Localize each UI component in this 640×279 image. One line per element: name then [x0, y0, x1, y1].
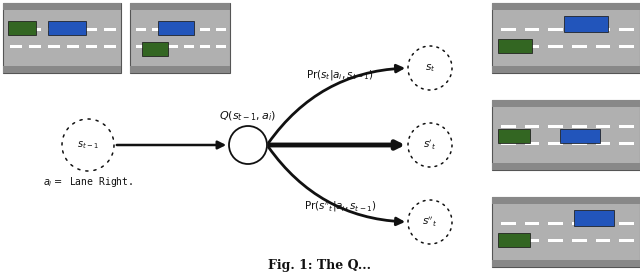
Bar [596, 239, 611, 242]
Bar [152, 45, 162, 48]
Bar [3, 3, 121, 10]
Bar [501, 142, 516, 145]
Bar [3, 66, 121, 73]
Bar [572, 28, 587, 31]
Bar [501, 28, 516, 31]
Bar [574, 210, 614, 226]
Bar [8, 20, 36, 35]
Bar [620, 239, 634, 242]
Bar [596, 28, 611, 31]
Bar [498, 39, 532, 53]
Bar [501, 45, 516, 48]
Bar [10, 45, 22, 48]
Bar [572, 239, 587, 242]
Bar [67, 45, 79, 48]
Bar [498, 234, 530, 247]
Bar [492, 100, 640, 107]
Bar [136, 28, 146, 31]
Bar [498, 129, 530, 143]
Bar [492, 197, 640, 267]
Circle shape [408, 46, 452, 90]
Bar [492, 3, 640, 10]
Text: Fig. 1: The Q...: Fig. 1: The Q... [269, 259, 371, 272]
Bar [10, 28, 22, 31]
Bar [596, 222, 611, 225]
Bar [168, 45, 178, 48]
Bar [572, 125, 587, 128]
Text: $s'_t$: $s'_t$ [423, 138, 436, 152]
Text: $s_t$: $s_t$ [425, 62, 435, 74]
Bar [142, 42, 168, 56]
Bar [492, 163, 640, 170]
Bar [184, 45, 194, 48]
Text: $s''_t$: $s''_t$ [422, 215, 438, 229]
Bar [48, 28, 60, 31]
Bar [200, 28, 210, 31]
Bar [596, 125, 611, 128]
Bar [29, 45, 41, 48]
Bar [48, 45, 60, 48]
Bar [548, 125, 563, 128]
Bar [620, 142, 634, 145]
Bar [620, 28, 634, 31]
Bar [216, 45, 226, 48]
Circle shape [408, 123, 452, 167]
Bar [501, 125, 516, 128]
Text: $\Pr(s''_t|a_i, s_{t-1})$: $\Pr(s''_t|a_i, s_{t-1})$ [303, 200, 376, 214]
Bar [548, 239, 563, 242]
Bar [29, 28, 41, 31]
Bar [501, 222, 516, 225]
Bar [620, 45, 634, 48]
Bar [492, 66, 640, 73]
Bar [560, 129, 600, 143]
Bar [572, 45, 587, 48]
Text: $s_{t-1}$: $s_{t-1}$ [77, 139, 99, 151]
Bar [596, 45, 611, 48]
Bar [3, 3, 121, 73]
Bar [86, 45, 97, 48]
Bar [104, 45, 116, 48]
Text: $\Pr(s_t|a_i, s_{t-1})$: $\Pr(s_t|a_i, s_{t-1})$ [306, 68, 374, 82]
Bar [596, 142, 611, 145]
Bar [492, 260, 640, 267]
Text: $a_i =$ Lane Right.: $a_i =$ Lane Right. [43, 175, 133, 189]
Bar [130, 3, 230, 73]
Bar [620, 125, 634, 128]
Bar [184, 28, 194, 31]
Bar [548, 28, 563, 31]
Bar [168, 28, 178, 31]
Bar [525, 125, 540, 128]
Bar [104, 28, 116, 31]
Bar [130, 66, 230, 73]
Bar [136, 45, 146, 48]
Bar [130, 3, 230, 10]
Bar [548, 222, 563, 225]
Bar [525, 239, 540, 242]
Circle shape [229, 126, 267, 164]
Bar [525, 28, 540, 31]
Bar [548, 142, 563, 145]
Bar [572, 142, 587, 145]
Bar [501, 239, 516, 242]
Circle shape [408, 200, 452, 244]
Bar [620, 222, 634, 225]
Bar [492, 197, 640, 204]
Text: $Q(s_{t-1}, a_i)$: $Q(s_{t-1}, a_i)$ [220, 109, 276, 123]
Bar [86, 28, 97, 31]
Bar [492, 100, 640, 170]
Bar [548, 45, 563, 48]
Bar [48, 20, 86, 35]
Circle shape [62, 119, 114, 171]
Bar [525, 222, 540, 225]
Bar [572, 222, 587, 225]
Bar [525, 45, 540, 48]
Bar [158, 20, 194, 35]
Bar [67, 28, 79, 31]
Bar [152, 28, 162, 31]
Bar [200, 45, 210, 48]
Bar [492, 3, 640, 73]
Bar [216, 28, 226, 31]
Bar [564, 16, 608, 32]
Bar [525, 142, 540, 145]
